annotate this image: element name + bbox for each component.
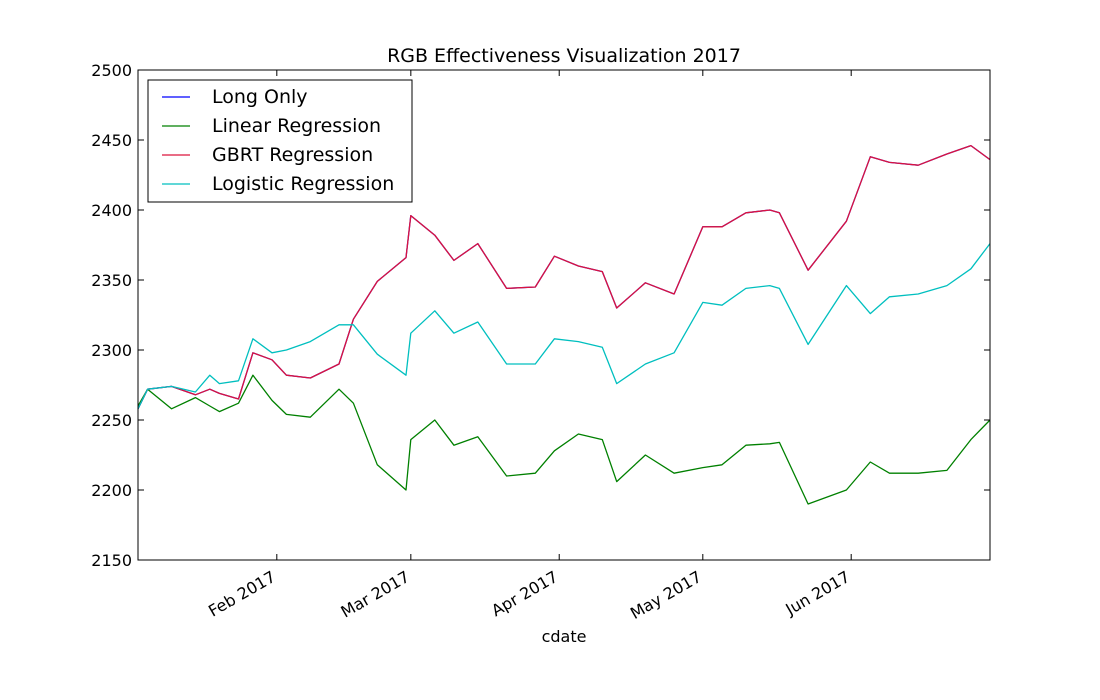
legend-box (147, 79, 413, 203)
legend-label: Logistic Regression (212, 173, 394, 195)
y-tick-label: 2400 (91, 201, 132, 220)
y-tick-label: 2500 (91, 61, 132, 80)
y-tick-label: 2450 (91, 131, 132, 150)
y-tick-label: 2350 (91, 271, 132, 290)
series-line-logistic-regression (137, 243, 991, 410)
series-line-linear-regression (137, 374, 991, 505)
y-tick-label: 2150 (91, 551, 132, 570)
y-axis: 2150 2200 2250 2300 2350 2400 2450 2500 (91, 61, 990, 570)
legend-label: Linear Regression (212, 115, 381, 137)
plot-frame (137, 69, 991, 561)
legend: Long Only Linear Regression GBRT Regressio… (147, 79, 413, 203)
chart-title: RGB Effectiveness Visualization 2017 (387, 45, 741, 67)
legend-label: GBRT Regression (212, 144, 373, 166)
x-axis-label: cdate (542, 627, 587, 646)
y-tick-label: 2200 (91, 481, 132, 500)
y-tick-label: 2250 (91, 411, 132, 430)
legend-label: Long Only (212, 86, 308, 108)
y-tick-label: 2300 (91, 341, 132, 360)
series-line-gbrt-regression (137, 144, 991, 410)
series-layer (137, 144, 991, 505)
